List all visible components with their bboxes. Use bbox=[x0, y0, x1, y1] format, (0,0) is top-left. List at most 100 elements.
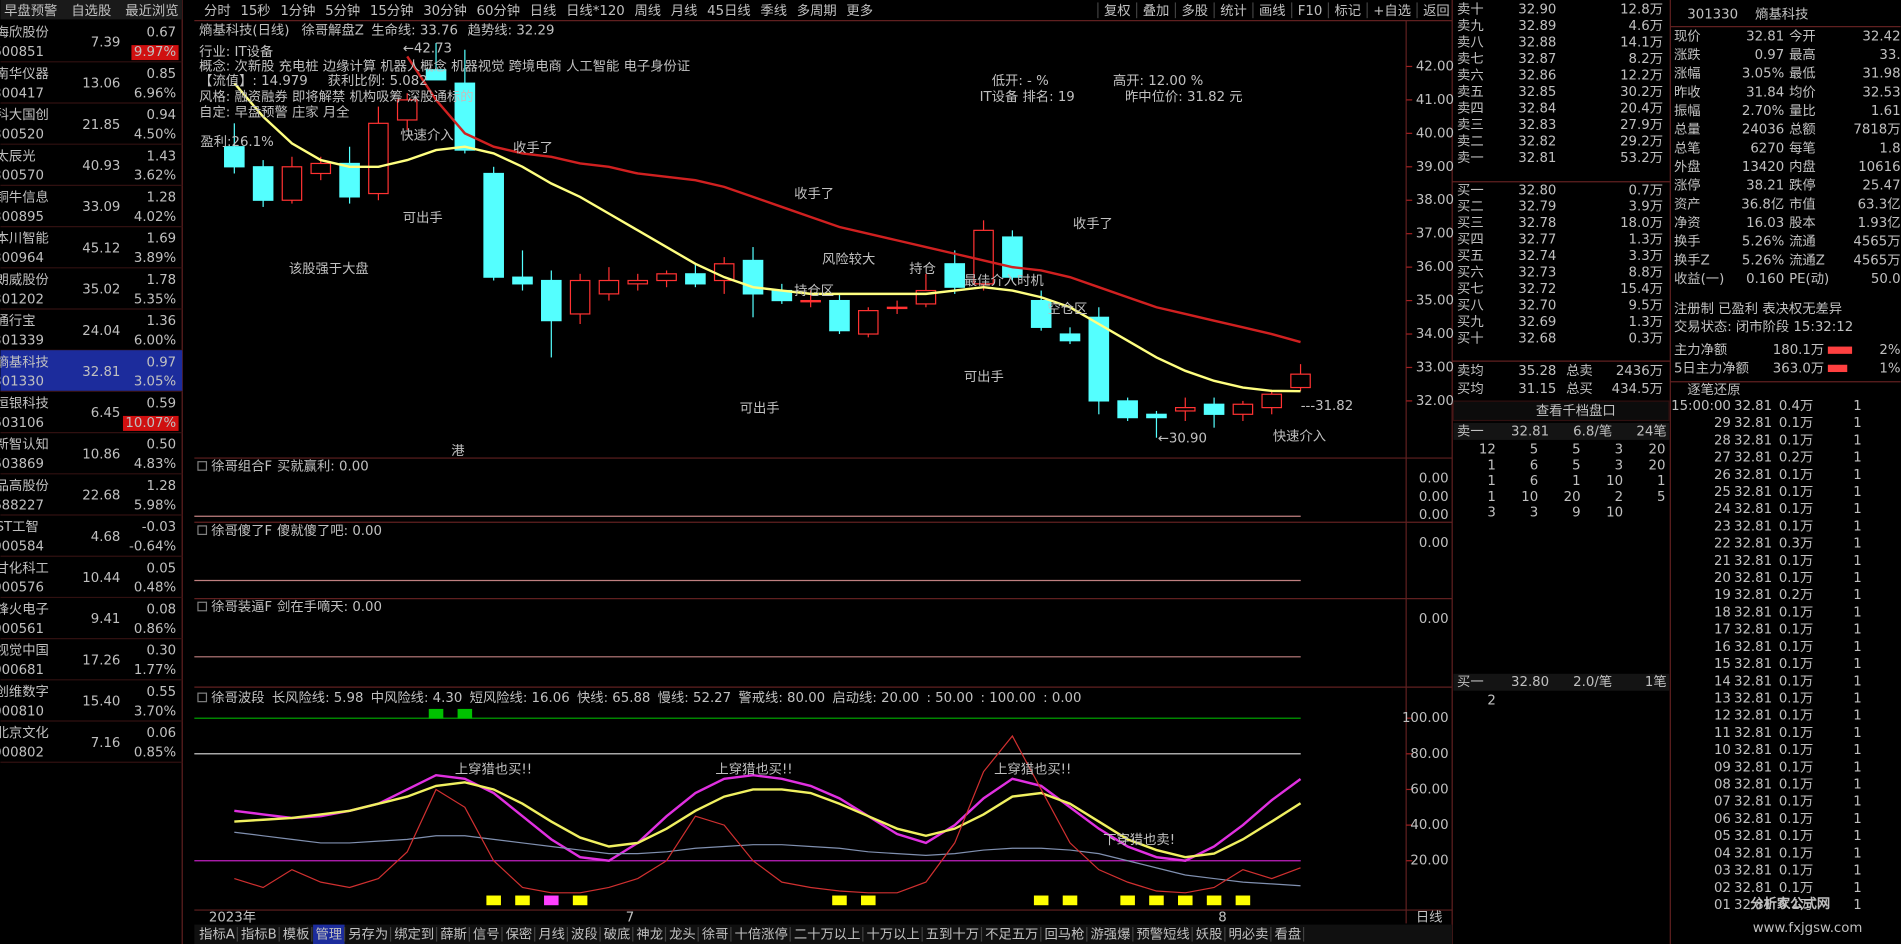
indicator-tab[interactable]: 徐哥 bbox=[702, 926, 729, 942]
tab[interactable]: 早盘预警 bbox=[4, 2, 57, 19]
candle-body bbox=[368, 122, 389, 195]
stock-change: 1.78 bbox=[146, 273, 176, 288]
tick-volume: 0.2万 bbox=[1779, 588, 1813, 603]
action-button[interactable]: F10 bbox=[1298, 4, 1323, 19]
period-button[interactable]: 1分钟 bbox=[280, 2, 315, 19]
deep-book-link[interactable]: 查看千档盘口 bbox=[1536, 402, 1616, 419]
tick-price: 32.81 bbox=[1734, 605, 1772, 620]
indicator-tab[interactable]: 指标A bbox=[199, 926, 235, 942]
stock-code: 300417 bbox=[0, 86, 44, 101]
indicator-tab[interactable]: 模板 bbox=[283, 926, 310, 942]
period-button[interactable]: 45日线 bbox=[707, 3, 751, 19]
stock-price: 32.81 bbox=[82, 365, 120, 380]
tick-count: 1 bbox=[1853, 502, 1861, 517]
stock-pct: 10.07% bbox=[125, 416, 176, 431]
indicator-tab[interactable]: 管理 bbox=[315, 926, 342, 942]
period-button[interactable]: 15分钟 bbox=[370, 2, 414, 19]
y-tick-label: 20.00 bbox=[1410, 854, 1448, 869]
stock-code: 600851 bbox=[0, 45, 44, 60]
candle-body bbox=[1261, 393, 1283, 409]
indicator-tab[interactable]: 信号 bbox=[473, 926, 500, 942]
indicator-tab[interactable]: 预警短线 bbox=[1136, 926, 1189, 942]
indicator-tab[interactable]: 十倍涨停 bbox=[735, 925, 788, 942]
tick-price: 32.81 bbox=[1734, 399, 1772, 414]
queue-order: 5 bbox=[1657, 490, 1665, 505]
indicator-tab[interactable]: 龙头 bbox=[669, 926, 696, 942]
indicator-tab[interactable]: 薛斯 bbox=[440, 926, 467, 942]
indicator-tab[interactable]: 游强爆 bbox=[1090, 926, 1130, 942]
action-button[interactable]: 画线 bbox=[1259, 3, 1286, 19]
annotation: 上穿猎也买!! bbox=[455, 761, 532, 777]
indicator-tab[interactable]: 另存为 bbox=[348, 926, 388, 942]
indicator-tab[interactable]: 波段 bbox=[571, 926, 598, 942]
action-button[interactable]: +自选 bbox=[1373, 3, 1411, 19]
quote-value: 3.05% bbox=[1742, 67, 1784, 82]
period-label: 日线 bbox=[1416, 909, 1443, 925]
period-button[interactable]: 多周期 bbox=[797, 2, 837, 19]
info-text: 风格: 融资融券 即将解禁 机构吸筹 深股通标的 bbox=[199, 88, 473, 105]
tab[interactable]: 自选股 bbox=[71, 3, 111, 19]
period-button[interactable]: 日线 bbox=[530, 3, 557, 19]
indicator-tab[interactable]: 回马枪 bbox=[1044, 925, 1084, 942]
queue-order: 6 bbox=[1530, 474, 1538, 489]
tick-price: 32.81 bbox=[1734, 571, 1772, 586]
indicator-tab[interactable]: 神龙 bbox=[636, 926, 663, 942]
oscillator-line bbox=[234, 781, 1302, 859]
stock-name: 创维数字 bbox=[0, 684, 49, 700]
indicator-tab[interactable]: 指标B bbox=[241, 926, 277, 942]
queue-order: 10 bbox=[1606, 474, 1623, 489]
stock-code: 603869 bbox=[0, 457, 44, 472]
period-button[interactable]: 分时 bbox=[204, 3, 231, 19]
period-button[interactable]: 30分钟 bbox=[423, 2, 467, 19]
period-button[interactable]: 周线 bbox=[634, 3, 661, 19]
period-button[interactable]: 15秒 bbox=[240, 3, 270, 19]
action-button[interactable]: 统计 bbox=[1220, 3, 1247, 19]
period-button[interactable]: 60分钟 bbox=[476, 2, 520, 19]
queue-head-bg bbox=[1453, 673, 1670, 691]
annotation: ---31.82 bbox=[1301, 399, 1354, 414]
action-button[interactable]: 返回 bbox=[1423, 3, 1450, 19]
period-button[interactable]: 季线 bbox=[760, 3, 787, 19]
indicator-tab[interactable]: 不足五万 bbox=[985, 927, 1038, 942]
oscillator-line bbox=[234, 773, 1302, 862]
y-tick-label: 42.00 bbox=[1416, 59, 1454, 74]
action-button[interactable]: 复权 bbox=[1104, 2, 1131, 19]
tab[interactable]: 最近浏览 bbox=[125, 3, 178, 19]
period-button[interactable]: 5分钟 bbox=[325, 2, 360, 19]
indicator-tab[interactable]: 明必卖 bbox=[1229, 926, 1269, 942]
indicator-tab[interactable]: 保密 bbox=[506, 925, 533, 942]
stock-name: 北京文化 bbox=[0, 725, 49, 741]
tick-count: 1 bbox=[1853, 778, 1861, 793]
tick-volume: 0.1万 bbox=[1779, 468, 1813, 483]
quote-label: 外盘 bbox=[1674, 158, 1701, 175]
total-volume: 434.5万 bbox=[1612, 382, 1663, 397]
panel-title: 徐哥组合F bbox=[211, 459, 272, 475]
indicator-tab[interactable]: 看盘 bbox=[1275, 925, 1302, 942]
indicator-tab[interactable]: 妖股 bbox=[1196, 926, 1223, 942]
period-button[interactable]: 更多 bbox=[846, 2, 873, 19]
indicator-tab[interactable]: 五到十万 bbox=[926, 926, 979, 942]
indicator-tab[interactable]: 二十万以上 bbox=[794, 926, 861, 942]
stock-name: 铜牛信息 bbox=[0, 189, 49, 206]
indicator-tab[interactable]: 十万以上 bbox=[866, 926, 919, 942]
queue-order: 1 bbox=[1572, 474, 1580, 489]
action-button[interactable]: 叠加 bbox=[1143, 3, 1170, 19]
stock-code: 000576 bbox=[0, 581, 44, 596]
y-tick-label: 34.00 bbox=[1416, 327, 1454, 342]
stock-price: 4.68 bbox=[91, 530, 121, 545]
queue-order: 5 bbox=[1572, 458, 1580, 473]
quote-label: 换手Z bbox=[1674, 252, 1710, 268]
indicator-tab[interactable]: 破底 bbox=[604, 926, 631, 942]
tick-time: 11 bbox=[1714, 726, 1731, 741]
action-button[interactable]: 标记 bbox=[1334, 3, 1361, 19]
period-button[interactable]: 日线*120 bbox=[566, 3, 625, 19]
period-button[interactable]: 月线 bbox=[671, 3, 698, 19]
bid-price: 32.72 bbox=[1518, 282, 1556, 297]
tick-price: 32.81 bbox=[1734, 433, 1772, 448]
indicator-tab[interactable]: 月线 bbox=[538, 926, 565, 942]
tick-time: 19 bbox=[1714, 588, 1731, 603]
indicator-tab[interactable]: 绑定到 bbox=[394, 926, 434, 942]
info-text: 行业: IT设备 bbox=[199, 43, 273, 60]
action-button[interactable]: 多股 bbox=[1181, 2, 1208, 19]
tick-time: 05 bbox=[1714, 829, 1731, 844]
